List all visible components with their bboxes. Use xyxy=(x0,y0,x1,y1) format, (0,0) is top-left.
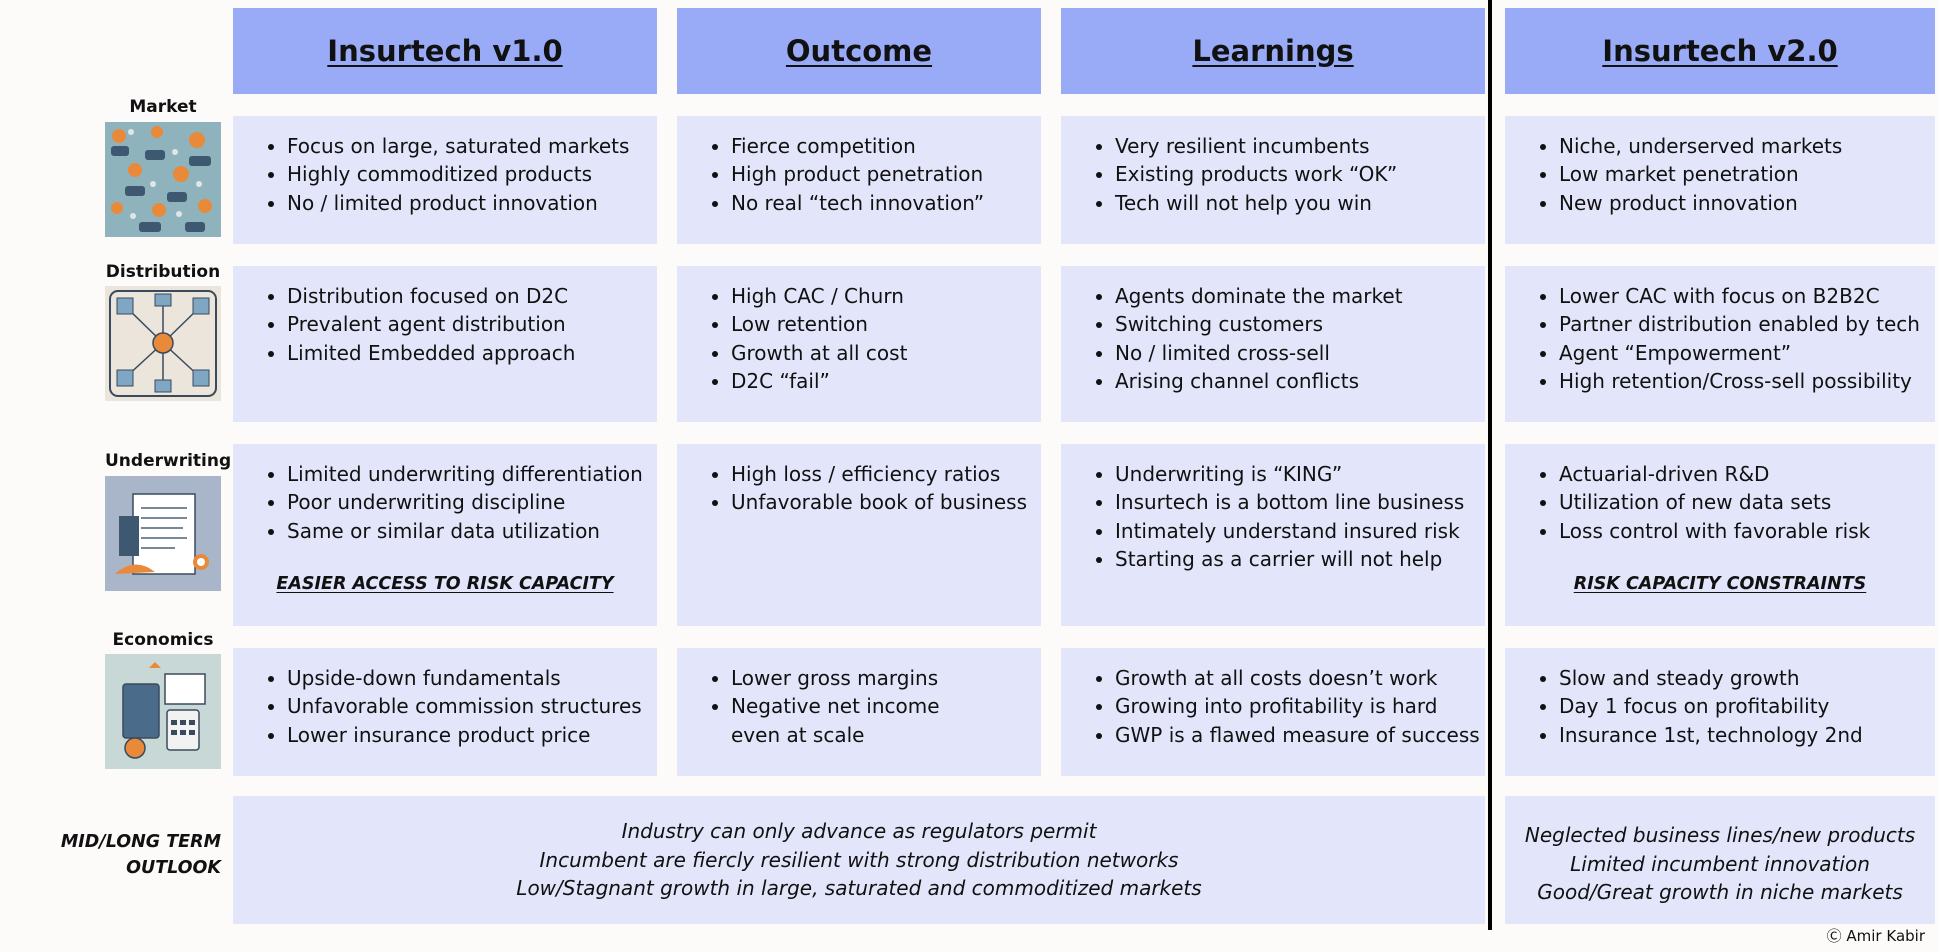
list-item: Insurtech is a bottom line business xyxy=(1096,488,1485,516)
cell-underwriting-outcome: High loss / efficiency ratios Unfavorable… xyxy=(677,444,1041,626)
outlook-line: Low/Stagnant growth in large, saturated … xyxy=(516,876,1202,901)
list-item: Slow and steady growth xyxy=(1540,664,1935,692)
list-item: Low market penetration xyxy=(1540,160,1935,188)
list-item: Highly commoditized products xyxy=(268,160,657,188)
list-item: Lower CAC with focus on B2B2C xyxy=(1540,282,1935,310)
list-item: Actuarial-driven R&D xyxy=(1540,460,1935,488)
list-item: Day 1 focus on profitability xyxy=(1540,692,1935,720)
list-item: Low retention xyxy=(712,310,1041,338)
header-learnings: Learnings xyxy=(1061,8,1485,94)
cell-market-learnings: Very resilient incumbents Existing produc… xyxy=(1061,116,1485,244)
row-label-economics: Economics xyxy=(112,630,214,650)
row-label-underwriting: Underwriting xyxy=(105,451,232,471)
cell-economics-v2: Slow and steady growth Day 1 focus on pro… xyxy=(1505,648,1935,776)
list-item: Existing products work “OK” xyxy=(1096,160,1485,188)
outlook-left: Industry can only advance as regulators … xyxy=(233,796,1485,924)
cell-distribution-learnings: Agents dominate the market Switching cust… xyxy=(1061,266,1485,422)
header-insurtech-v1: Insurtech v1.0 xyxy=(233,8,657,94)
outlook-line: Incumbent are fiercly resilient with str… xyxy=(539,847,1179,872)
list-item: Unfavorable book of business xyxy=(712,488,1041,516)
list-item: GWP is a flawed measure of success xyxy=(1096,721,1485,749)
list-item: High CAC / Churn xyxy=(712,282,1041,310)
risk-capacity-note: RISK CAPACITY CONSTRAINTS xyxy=(1573,574,1867,594)
list-item: No / limited cross-sell xyxy=(1096,339,1485,367)
cell-distribution-v1: Distribution focused on D2C Prevalent age… xyxy=(233,266,657,422)
list-item: Unfavorable commission structures xyxy=(268,692,657,720)
cell-market-v1: Focus on large, saturated markets Highly … xyxy=(233,116,657,244)
list-item: Agent “Empowerment” xyxy=(1540,339,1935,367)
list-item: High product penetration xyxy=(712,160,1041,188)
outlook-right: Neglected business lines/new products Li… xyxy=(1505,796,1935,924)
cell-economics-learnings: Growth at all costs doesn’t work Growing … xyxy=(1061,648,1485,776)
cell-market-outcome: Fierce competition High product penetrati… xyxy=(677,116,1041,244)
list-item: Same or similar data utilization xyxy=(268,517,657,545)
row-label-market: Market xyxy=(129,97,197,117)
outlook-label: MID/LONG TERM OUTLOOK xyxy=(61,829,221,881)
outlook-line: Neglected business lines/new products xyxy=(1524,823,1916,848)
crowd-market-illustration xyxy=(105,122,221,237)
list-item: Growth at all costs doesn’t work xyxy=(1096,664,1485,692)
vertical-divider xyxy=(1488,0,1492,930)
list-item: Prevalent agent distribution xyxy=(268,310,657,338)
list-item: Starting as a carrier will not help xyxy=(1096,545,1485,573)
distribution-network-illustration xyxy=(105,286,221,401)
risk-capacity-note: EASIER ACCESS TO RISK CAPACITY xyxy=(276,574,614,594)
cell-economics-outcome: Lower gross margins Negative net income ev… xyxy=(677,648,1041,776)
cell-economics-v1: Upside-down fundamentals Unfavorable comm… xyxy=(233,648,657,776)
list-item: High loss / efficiency ratios xyxy=(712,460,1041,488)
list-item: Utilization of new data sets xyxy=(1540,488,1935,516)
cell-market-v2: Niche, underserved markets Low market pen… xyxy=(1505,116,1935,244)
list-item: Arising channel conflicts xyxy=(1096,367,1485,395)
list-item: Switching customers xyxy=(1096,310,1485,338)
list-item: Poor underwriting discipline xyxy=(268,488,657,516)
list-item: Very resilient incumbents xyxy=(1096,132,1485,160)
list-item: High retention/Cross-sell possibility xyxy=(1540,367,1935,395)
cell-underwriting-v1: Limited underwriting differentiation Poor… xyxy=(233,444,657,626)
list-item: Loss control with favorable risk xyxy=(1540,517,1935,545)
list-item: No / limited product innovation xyxy=(268,189,657,217)
list-item: Distribution focused on D2C xyxy=(268,282,657,310)
list-item: Fierce competition xyxy=(712,132,1041,160)
header-title: Insurtech v1.0 xyxy=(327,34,563,68)
outlook-line: Good/Great growth in niche markets xyxy=(1537,880,1903,905)
outlook-line: Limited incumbent innovation xyxy=(1570,851,1870,876)
list-item: Growing into profitability is hard xyxy=(1096,692,1485,720)
cell-underwriting-learnings: Underwriting is “KING” Insurtech is a bot… xyxy=(1061,444,1485,626)
cell-distribution-outcome: High CAC / Churn Low retention Growth at a… xyxy=(677,266,1041,422)
outlook-line: Industry can only advance as regulators … xyxy=(621,819,1097,844)
list-item: Upside-down fundamentals xyxy=(268,664,657,692)
header-title: Insurtech v2.0 xyxy=(1602,34,1838,68)
economics-calculator-illustration xyxy=(105,654,221,769)
list-item: Tech will not help you win xyxy=(1096,189,1485,217)
cell-distribution-v2: Lower CAC with focus on B2B2C Partner dis… xyxy=(1505,266,1935,422)
header-outcome: Outcome xyxy=(677,8,1041,94)
list-item: Intimately understand insured risk xyxy=(1096,517,1485,545)
list-item: Lower insurance product price xyxy=(268,721,657,749)
list-item: Negative net income xyxy=(712,692,1041,720)
row-label-distribution: Distribution xyxy=(105,262,221,282)
outlook-label-line: OUTLOOK xyxy=(126,858,221,878)
list-item: No real “tech innovation” xyxy=(712,189,1041,217)
list-item: Limited Embedded approach xyxy=(268,339,657,367)
list-item: Underwriting is “KING” xyxy=(1096,460,1485,488)
author-credit: Ⓒ Amir Kabir xyxy=(1826,927,1925,945)
underwriting-document-illustration xyxy=(105,476,221,591)
list-item: Agents dominate the market xyxy=(1096,282,1485,310)
list-item: Growth at all cost xyxy=(712,339,1041,367)
list-item: Niche, underserved markets xyxy=(1540,132,1935,160)
list-item: Limited underwriting differentiation xyxy=(268,460,657,488)
header-title: Learnings xyxy=(1192,34,1354,68)
header-title: Outcome xyxy=(785,34,933,68)
list-item: even at scale xyxy=(731,722,865,747)
list-item: Insurance 1st, technology 2nd xyxy=(1540,721,1935,749)
list-item: Lower gross margins xyxy=(712,664,1041,692)
outlook-label-line: MID/LONG TERM xyxy=(60,832,221,852)
list-item: D2C “fail” xyxy=(712,367,1041,395)
header-insurtech-v2: Insurtech v2.0 xyxy=(1505,8,1935,94)
list-item: New product innovation xyxy=(1540,189,1935,217)
list-item: Partner distribution enabled by tech xyxy=(1540,310,1935,338)
list-item: Focus on large, saturated markets xyxy=(268,132,657,160)
cell-underwriting-v2: Actuarial-driven R&D Utilization of new d… xyxy=(1505,444,1935,626)
